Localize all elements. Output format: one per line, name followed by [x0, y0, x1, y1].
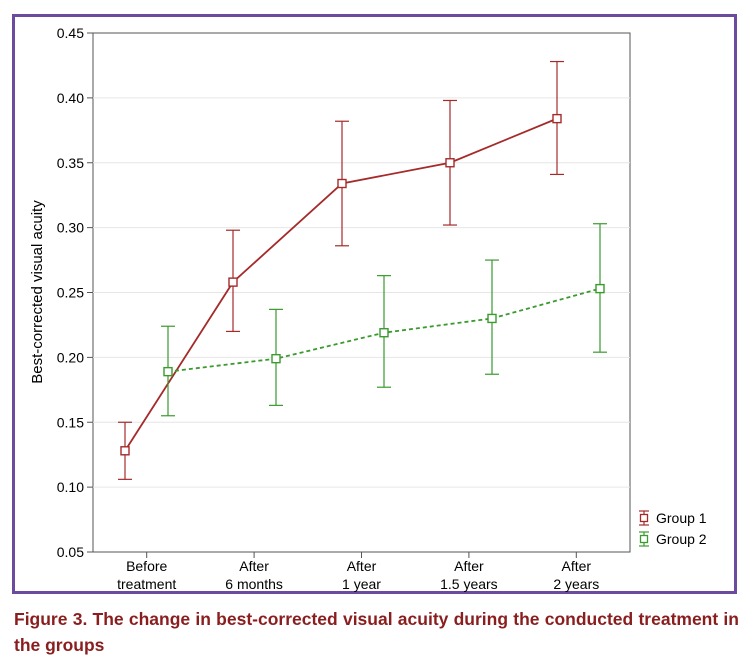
series-2	[161, 223, 607, 417]
x-tick-label-line: 1 year	[342, 576, 381, 592]
y-tick-label: 0.15	[57, 414, 84, 430]
y-tick-label: 0.40	[57, 90, 84, 106]
x-tick-label: After 6 months	[225, 558, 283, 592]
y-axis-label: Best-corrected visual acuity	[29, 200, 46, 384]
legend-item-1: Group 1	[639, 510, 707, 526]
y-tick-label: 0.25	[57, 285, 84, 301]
x-tick-label-line: After	[454, 558, 484, 574]
x-tick-label-line: 6 months	[225, 576, 283, 592]
x-tick-label-line: Before	[126, 558, 167, 574]
x-tick-label-line: After	[239, 558, 269, 574]
legend-marker	[639, 513, 649, 523]
x-tick-label: After 1.5 years	[440, 558, 498, 592]
x-tick-label-line: After	[347, 558, 377, 574]
chart: 0.05 0.10 0.15 0.20 0.25 0.30 0.35 0.40 0.45 Bef…	[29, 25, 707, 592]
data-point	[163, 366, 173, 377]
x-tick-label-line: After	[562, 558, 592, 574]
data-point	[228, 277, 238, 287]
data-point	[120, 446, 130, 456]
x-tick-label-line: 2 years	[553, 576, 599, 592]
data-point	[487, 313, 497, 324]
y-tick-label: 0.35	[57, 155, 84, 171]
y-axis: 0.05 0.10 0.15 0.20 0.25 0.30 0.35 0.40 0.45	[57, 25, 93, 560]
grid	[93, 97, 630, 488]
legend-item-2: Group 2	[639, 531, 707, 547]
x-tick-label-line: treatment	[117, 576, 176, 592]
series-layer	[118, 60, 607, 480]
data-point	[271, 353, 281, 364]
data-point	[552, 113, 562, 124]
legend: Group 1 Group 2	[639, 510, 707, 547]
data-point	[445, 158, 455, 168]
x-tick-label: After 2 years	[553, 558, 599, 592]
legend-label: Group 2	[656, 531, 707, 547]
figure-caption: Figure 3. The change in best-corrected v…	[14, 609, 739, 655]
data-point	[337, 178, 347, 189]
legend-label: Group 1	[656, 510, 707, 526]
data-point	[595, 283, 605, 294]
y-tick-label: 0.20	[57, 349, 84, 365]
x-tick-label: After 1 year	[342, 558, 381, 592]
y-tick-label: 0.05	[57, 544, 84, 560]
y-tick-label: 0.30	[57, 220, 84, 236]
data-point	[379, 328, 389, 338]
y-tick-label: 0.45	[57, 25, 84, 41]
x-tick-label-line: 1.5 years	[440, 576, 498, 592]
y-tick-label: 0.10	[57, 479, 84, 495]
series-1	[118, 60, 564, 480]
x-tick-label: Before treatment	[117, 558, 176, 592]
legend-marker	[639, 534, 649, 544]
